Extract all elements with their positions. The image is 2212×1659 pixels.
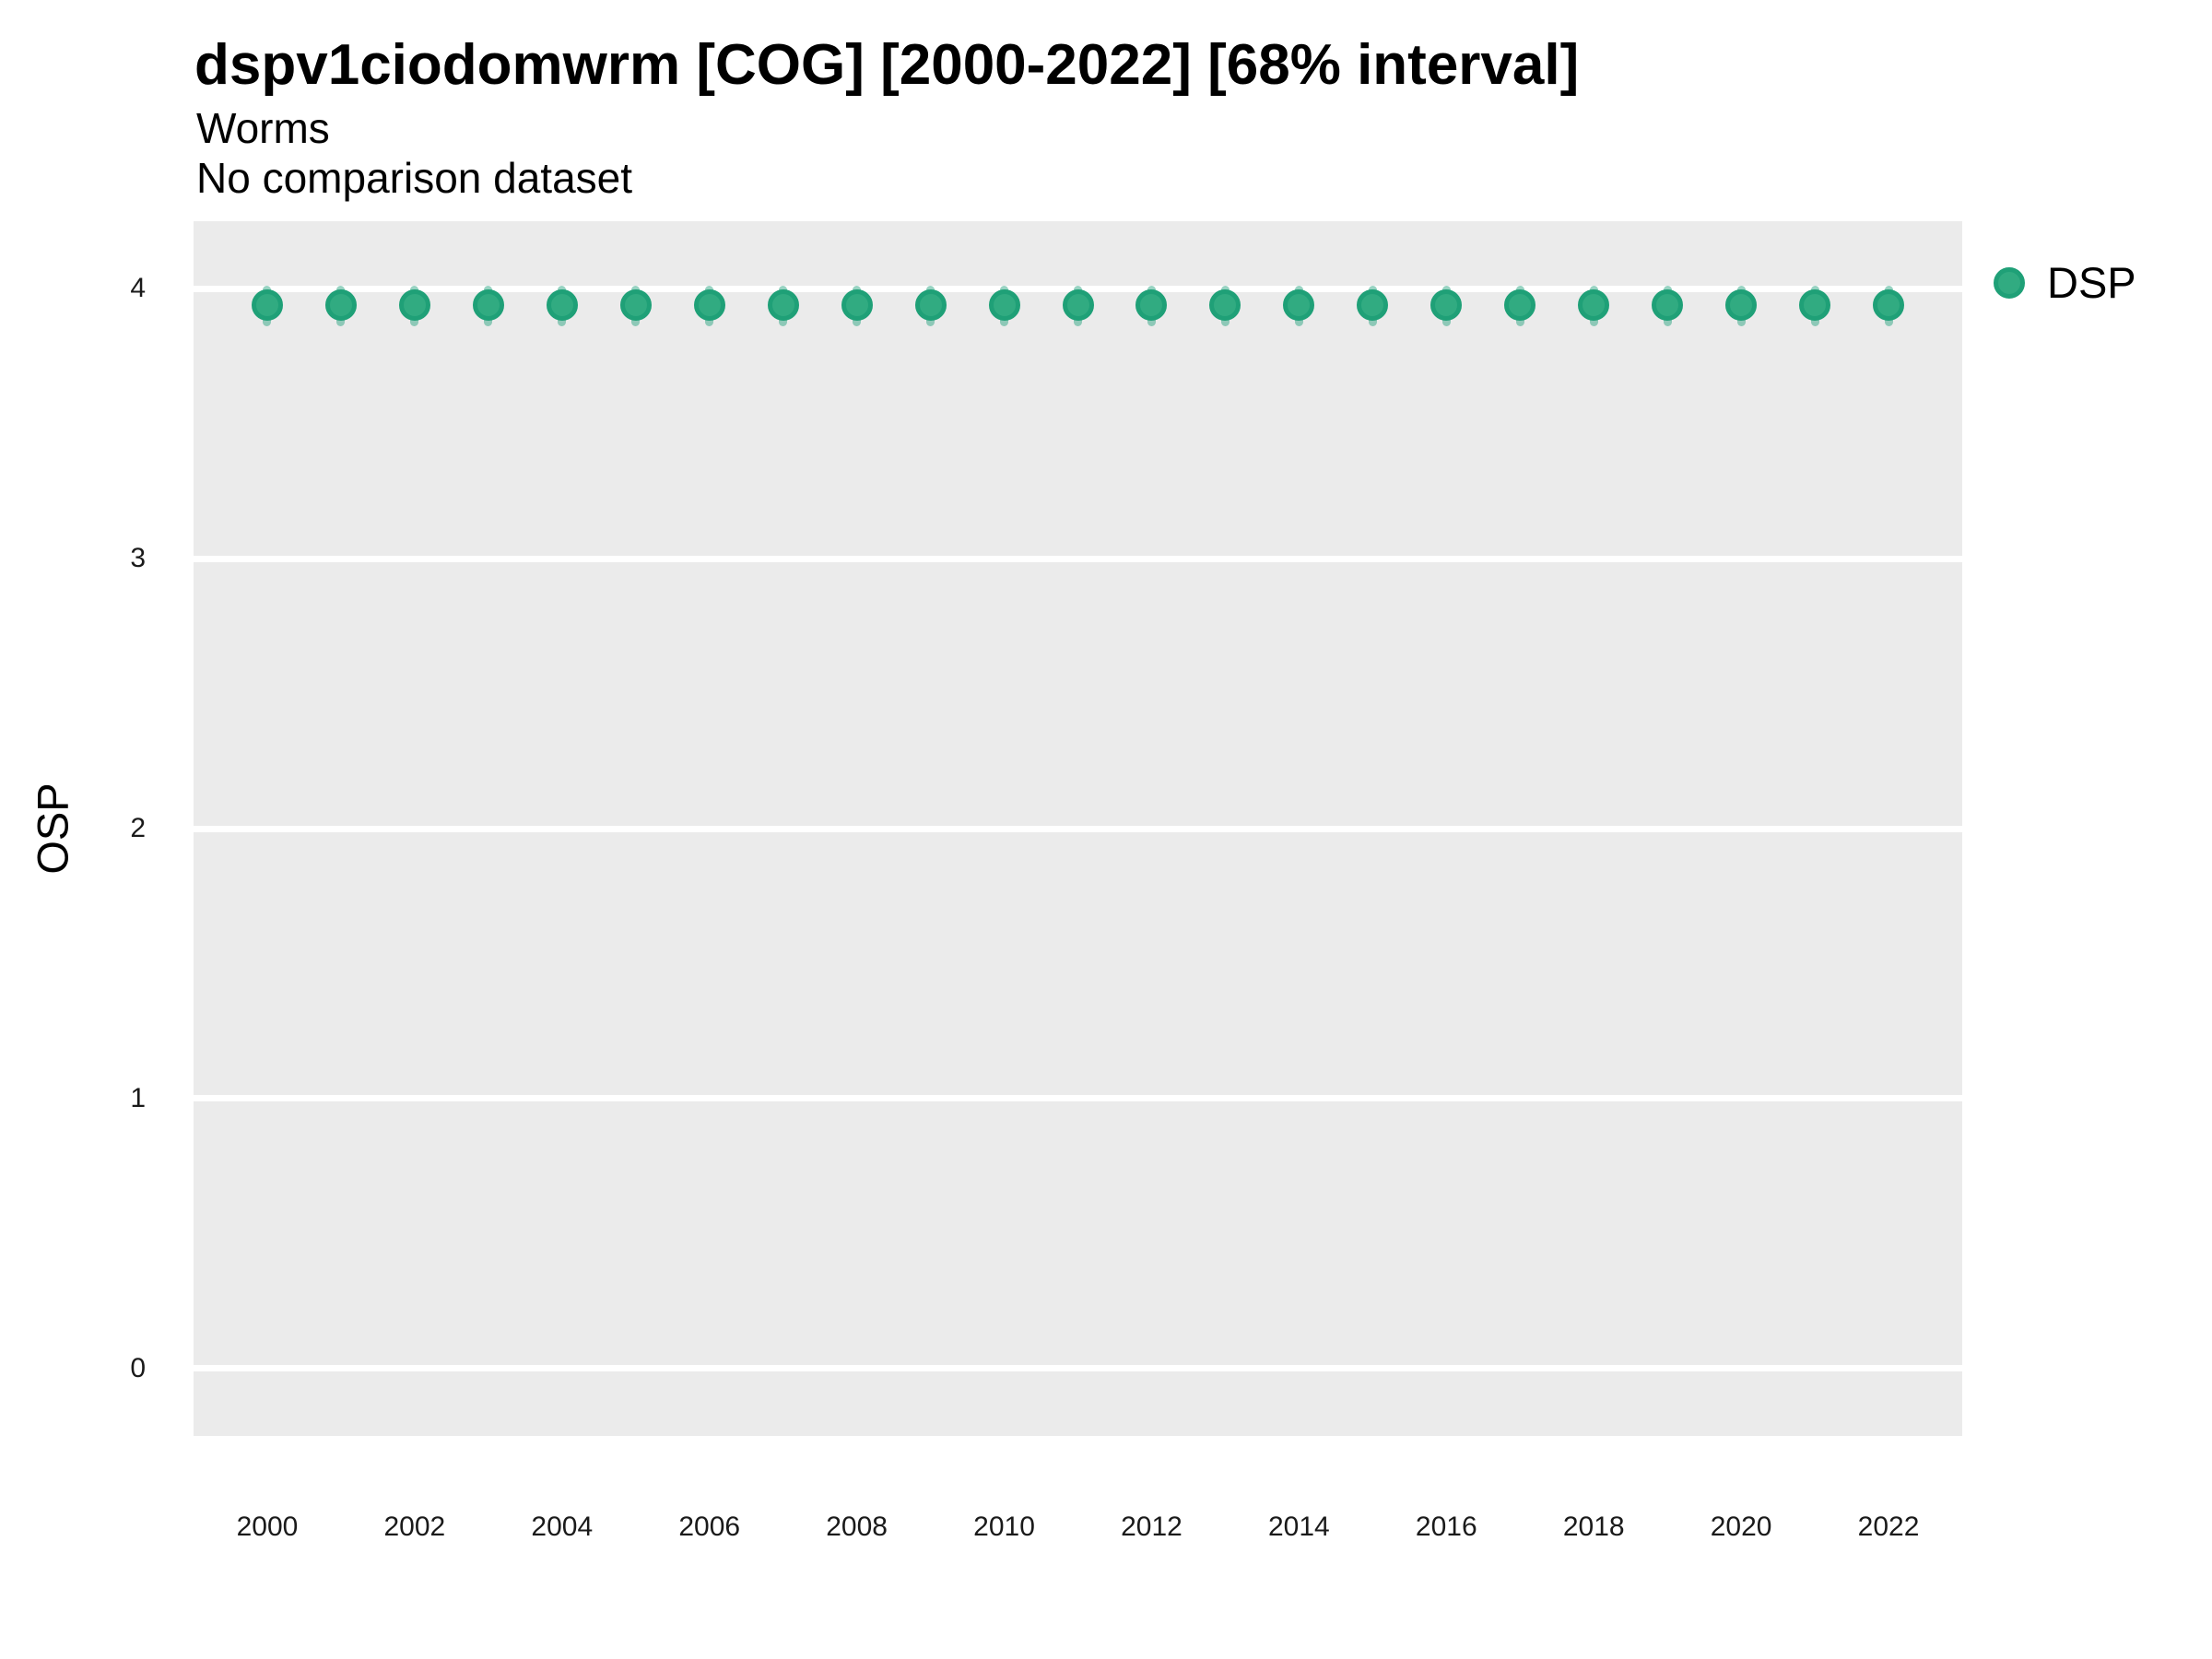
data-point-2001 [324, 288, 357, 321]
data-point-2014 [1283, 288, 1315, 321]
x-tick-label-2016: 2016 [1415, 1512, 1477, 1542]
plot-panel [194, 221, 1962, 1436]
data-point-2000 [251, 288, 283, 321]
data-point-2004 [546, 288, 578, 321]
data-point-2017 [1504, 288, 1536, 321]
data-point-2018 [1578, 288, 1610, 321]
comparison-note: No comparison dataset [196, 154, 633, 202]
data-point-2012 [1135, 288, 1168, 321]
gridline-y-4 [194, 285, 1962, 292]
gridline-y-0 [194, 1365, 1962, 1372]
data-point-2009 [914, 288, 947, 321]
x-tick-label-2008: 2008 [826, 1512, 888, 1542]
data-point-2008 [841, 288, 873, 321]
y-tick-label-2: 2 [130, 813, 146, 843]
legend: DSP [1994, 261, 2136, 304]
data-point-2013 [1209, 288, 1241, 321]
data-point-2006 [693, 288, 725, 321]
data-point-2005 [619, 288, 652, 321]
gridline-y-2 [194, 825, 1962, 832]
y-tick-label-3: 3 [130, 543, 146, 574]
chart-title: dspv1ciodomwrm [COG] [2000-2022] [68% in… [194, 33, 1580, 97]
chart-subtitle: Worms [196, 104, 330, 152]
x-tick-label-2002: 2002 [383, 1512, 446, 1542]
x-tick-label-2018: 2018 [1562, 1512, 1625, 1542]
data-point-2015 [1357, 288, 1389, 321]
data-point-2016 [1430, 288, 1463, 321]
data-point-2007 [767, 288, 799, 321]
data-point-2019 [1652, 288, 1684, 321]
data-point-2003 [472, 288, 504, 321]
x-tick-label-2000: 2000 [236, 1512, 299, 1542]
x-tick-label-2020: 2020 [1710, 1512, 1772, 1542]
x-tick-label-2004: 2004 [531, 1512, 594, 1542]
x-tick-label-2014: 2014 [1268, 1512, 1330, 1542]
x-tick-label-2010: 2010 [973, 1512, 1035, 1542]
x-tick-label-2012: 2012 [1121, 1512, 1182, 1542]
y-tick-label-4: 4 [130, 273, 146, 304]
y-tick-label-0: 0 [130, 1352, 146, 1383]
data-point-2020 [1725, 288, 1758, 321]
data-point-2010 [988, 288, 1020, 321]
data-point-2011 [1062, 288, 1094, 321]
x-tick-label-2006: 2006 [678, 1512, 741, 1542]
data-point-2022 [1873, 288, 1905, 321]
x-tick-label-2022: 2022 [1857, 1512, 1920, 1542]
gridline-y-1 [194, 1095, 1962, 1102]
legend-circle-icon [1994, 266, 2025, 299]
y-tick-label-1: 1 [130, 1082, 146, 1113]
gridline-y-3 [194, 555, 1962, 562]
data-point-2021 [1799, 288, 1831, 321]
legend-label: DSP [2047, 258, 2136, 307]
data-point-2002 [398, 288, 430, 321]
